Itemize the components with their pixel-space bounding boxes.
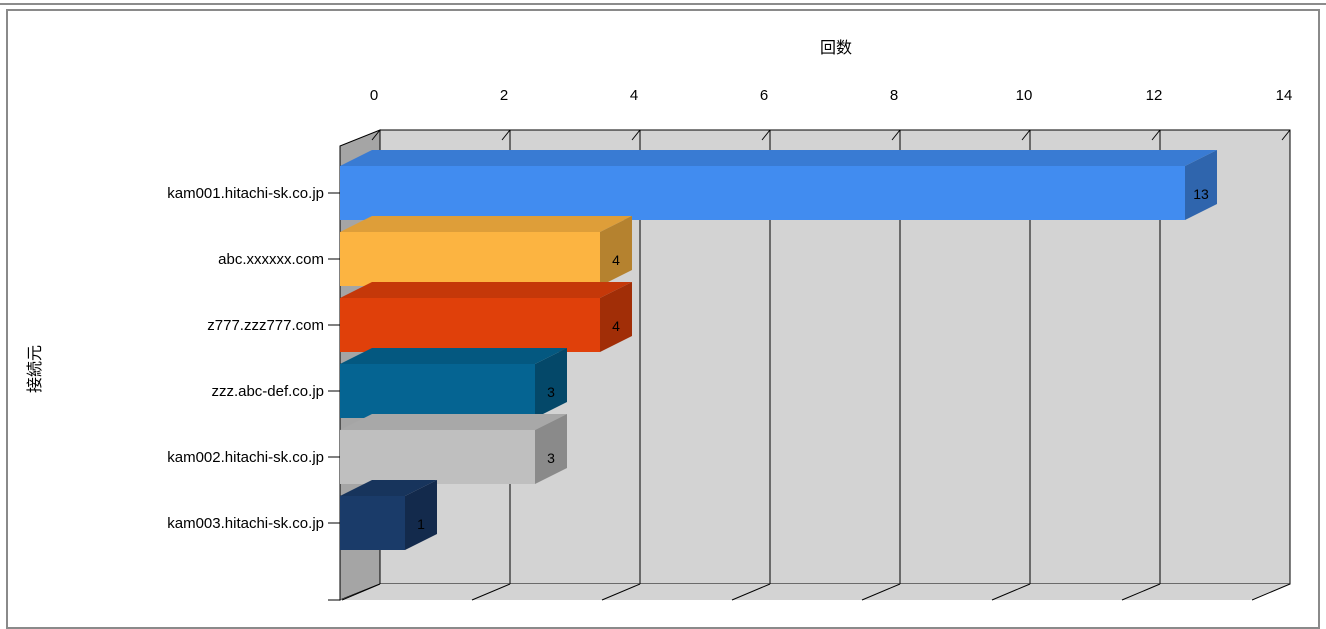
category-label: kam001.hitachi-sk.co.jp bbox=[167, 185, 324, 202]
x-axis-ticks: 0 2 4 6 8 10 12 14 bbox=[370, 87, 1293, 104]
bar-side bbox=[600, 216, 632, 286]
tick-mark bbox=[371, 129, 381, 141]
grid-floor-line bbox=[1121, 583, 1161, 601]
grid-floor-line bbox=[341, 583, 381, 601]
grid-floor-line bbox=[1251, 583, 1291, 601]
tick-mark bbox=[891, 129, 901, 141]
bar bbox=[340, 364, 535, 418]
category-label: kam002.hitachi-sk.co.jp bbox=[167, 449, 324, 466]
top-border-line bbox=[0, 3, 1326, 5]
bar-top bbox=[340, 414, 567, 430]
data-label: 1 bbox=[417, 516, 425, 532]
x-tick-label: 8 bbox=[890, 87, 898, 104]
bar-top bbox=[340, 282, 632, 298]
tick-mark bbox=[1281, 129, 1291, 141]
data-label: 3 bbox=[547, 384, 555, 400]
category-label: abc.xxxxxx.com bbox=[218, 251, 324, 268]
x-tick-label: 4 bbox=[630, 87, 638, 104]
x-tick-label: 10 bbox=[1016, 87, 1033, 104]
y-axis: kam001.hitachi-sk.co.jp abc.xxxxxx.com z77… bbox=[167, 185, 340, 601]
x-tick-label: 14 bbox=[1276, 87, 1293, 104]
category-label: kam003.hitachi-sk.co.jp bbox=[167, 515, 324, 532]
bar bbox=[340, 232, 600, 286]
bar-chart: 0 2 4 6 8 10 12 14 kam001.hitachi-sk.co.jpabc.x… bbox=[26, 39, 1293, 601]
bar-side bbox=[600, 282, 632, 352]
grid-floor-line bbox=[601, 583, 641, 601]
data-label: 4 bbox=[612, 318, 620, 334]
y-axis-title: 接続元 bbox=[26, 345, 44, 393]
x-tick-label: 12 bbox=[1146, 87, 1163, 104]
bar-side bbox=[535, 414, 567, 484]
grid-floor-line bbox=[471, 583, 511, 601]
tick-mark bbox=[631, 129, 641, 141]
x-tick-label: 0 bbox=[370, 87, 378, 104]
bar-top bbox=[340, 348, 567, 364]
category-label: zzz.abc-def.co.jp bbox=[211, 383, 324, 400]
bar-side bbox=[535, 348, 567, 418]
category-label: z777.zzz777.com bbox=[207, 317, 324, 334]
bar-top bbox=[340, 480, 437, 496]
tick-mark bbox=[761, 129, 771, 141]
bar bbox=[340, 430, 535, 484]
bar-top bbox=[340, 216, 632, 232]
bar-side bbox=[405, 480, 437, 550]
grid-floor-line bbox=[991, 583, 1031, 601]
bar-side bbox=[1185, 150, 1217, 220]
bars: 13 4 4 3 3 1 bbox=[340, 150, 1217, 550]
bar bbox=[340, 166, 1185, 220]
data-label: 13 bbox=[1193, 186, 1209, 202]
tick-mark bbox=[1021, 129, 1031, 141]
grid-floor-line bbox=[861, 583, 901, 601]
tick-mark bbox=[1151, 129, 1161, 141]
grid-floor-line bbox=[731, 583, 771, 601]
bar bbox=[340, 496, 405, 550]
data-label: 3 bbox=[547, 450, 555, 466]
x-tick-label: 2 bbox=[500, 87, 508, 104]
bar-top bbox=[340, 150, 1217, 166]
bar bbox=[340, 298, 600, 352]
x-axis-title: 回数 bbox=[820, 39, 852, 57]
tick-mark bbox=[501, 129, 511, 141]
x-tick-label: 6 bbox=[760, 87, 768, 104]
data-label: 4 bbox=[612, 252, 620, 268]
floor bbox=[340, 584, 1290, 600]
